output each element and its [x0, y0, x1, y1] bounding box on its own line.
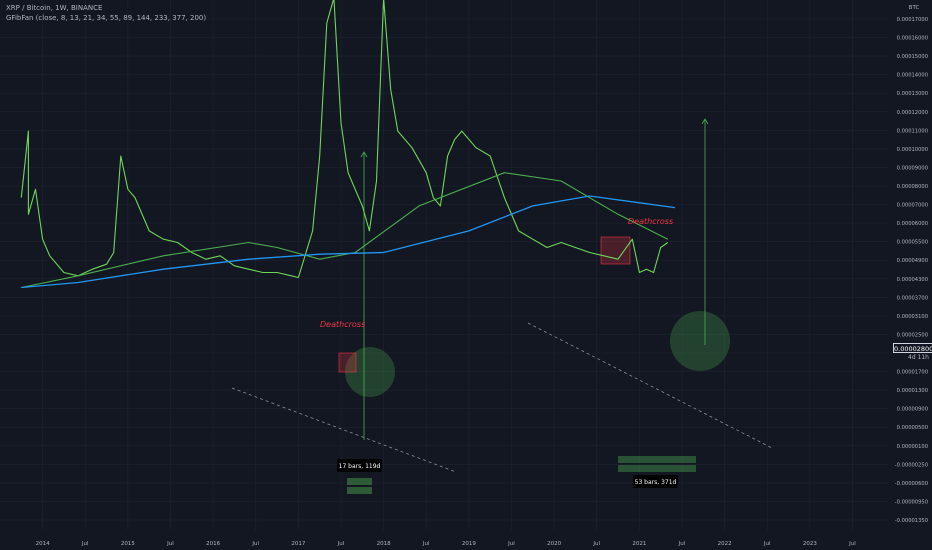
- time-axis[interactable]: 2014 Jul 2015 Jul 2016 Jul 2017 Jul 2018 Jul 2019 J…: [36, 541, 857, 547]
- price-tick-label: 0.00017000: [897, 17, 928, 23]
- price-tick-label: 0.00014000: [897, 73, 928, 79]
- bar-countdown: 4d 11h: [893, 353, 932, 362]
- price-tick-label: -0.00001350: [895, 518, 928, 524]
- trendline-2: [527, 322, 773, 449]
- price-tick-label: 0.00000500: [897, 425, 928, 431]
- chart-legend: XRP / Bitcoin, 1W, BINANCE GFibFan (clos…: [6, 3, 206, 23]
- price-tick-label: 0.00015000: [897, 54, 928, 60]
- range-box-2a: [618, 456, 696, 463]
- price-tick-label: 0.00013000: [897, 91, 928, 97]
- time-tick-label: Jul: [251, 541, 259, 547]
- crossover-circle-2: [670, 311, 730, 371]
- symbol-title[interactable]: XRP / Bitcoin, 1W, BINANCE: [6, 4, 103, 12]
- price-tick-label: 0.00011000: [897, 128, 928, 134]
- price-tick-label: 0.00003700: [897, 295, 928, 301]
- target-arrow-1-head: [360, 151, 368, 158]
- price-tick-label: 0.00012000: [897, 110, 928, 116]
- price-tick-label: 0.00004900: [897, 258, 928, 264]
- deathcross-label-1: Deathcross: [320, 320, 365, 329]
- price-tick-label: 0.00000100: [897, 444, 928, 450]
- series-group: [20, 0, 675, 289]
- time-tick-label: Jul: [592, 541, 600, 547]
- price-axis[interactable]: 0.00017000 0.00016000 0.00015000 0.00014000…: [895, 17, 928, 524]
- price-tick-label: 0.00010000: [897, 147, 928, 153]
- range-box-1a: [347, 478, 372, 485]
- price-tick-label: 0.00007000: [897, 203, 928, 209]
- deathcross-box-1: [338, 352, 357, 373]
- price-tick-label: 0.00004300: [897, 277, 928, 283]
- time-tick-label: 2015: [121, 541, 135, 547]
- range-box-1b: [347, 487, 372, 494]
- time-tick-label: 2018: [377, 541, 391, 547]
- time-tick-label: Jul: [507, 541, 515, 547]
- time-tick-label: 2019: [462, 541, 476, 547]
- ma-slow-series: [21, 195, 675, 289]
- deathcross-label-2: Deathcross: [628, 217, 673, 226]
- grid: [0, 0, 888, 530]
- crossover-circle-1: [345, 347, 395, 397]
- price-series: [20, 0, 669, 279]
- time-tick-label: 2022: [718, 541, 732, 547]
- deathcross-box-2: [600, 236, 631, 265]
- time-tick-label: 2014: [36, 541, 50, 547]
- bars-label-1: 17 bars, 119d: [339, 463, 381, 470]
- price-tick-label: 0.00008000: [897, 184, 928, 190]
- price-tick-label: 0.00002500: [897, 332, 928, 338]
- bars-label-2: 53 bars, 371d: [635, 479, 677, 486]
- ma-fast-series: [21, 172, 669, 289]
- time-tick-label: 2020: [547, 541, 561, 547]
- time-tick-label: 2021: [632, 541, 646, 547]
- price-tick-label: -0.00000250: [895, 462, 928, 468]
- time-tick-label: Jul: [166, 541, 174, 547]
- time-tick-label: Jul: [422, 541, 430, 547]
- bars-label-2-box: [633, 475, 678, 488]
- time-tick-label: Jul: [337, 541, 345, 547]
- price-tick-label: -0.00000950: [895, 499, 928, 505]
- price-tick-label: 0.00006000: [897, 221, 928, 227]
- price-tick-label: 0.00003100: [897, 314, 928, 320]
- price-tick-label: 0.00001700: [897, 370, 928, 376]
- time-tick-label: Jul: [678, 541, 686, 547]
- price-tick-label: 0.00009000: [897, 165, 928, 171]
- bars-label-1-box: [337, 459, 382, 472]
- current-price-tag: 0.00002800: [893, 343, 932, 353]
- price-tick-label: 0.00001300: [897, 388, 928, 394]
- axis-currency: BTC: [909, 5, 920, 11]
- range-box-2b: [618, 465, 696, 472]
- time-tick-label: 2016: [206, 541, 220, 547]
- price-tick-label: 0.00016000: [897, 36, 928, 42]
- trendline-1: [231, 387, 457, 473]
- time-tick-label: Jul: [848, 541, 856, 547]
- time-tick-label: 2017: [291, 541, 305, 547]
- time-tick-label: Jul: [763, 541, 771, 547]
- price-tick-label: 0.00000900: [897, 407, 928, 413]
- price-tick-label: 0.00005500: [897, 240, 928, 246]
- time-tick-label: 2023: [803, 541, 817, 547]
- time-tick-label: Jul: [81, 541, 89, 547]
- price-tick-label: -0.00000600: [895, 481, 928, 487]
- target-arrow-2-head: [701, 118, 709, 125]
- indicator-title[interactable]: GFibFan (close, 8, 13, 21, 34, 55, 89, 1…: [6, 14, 207, 22]
